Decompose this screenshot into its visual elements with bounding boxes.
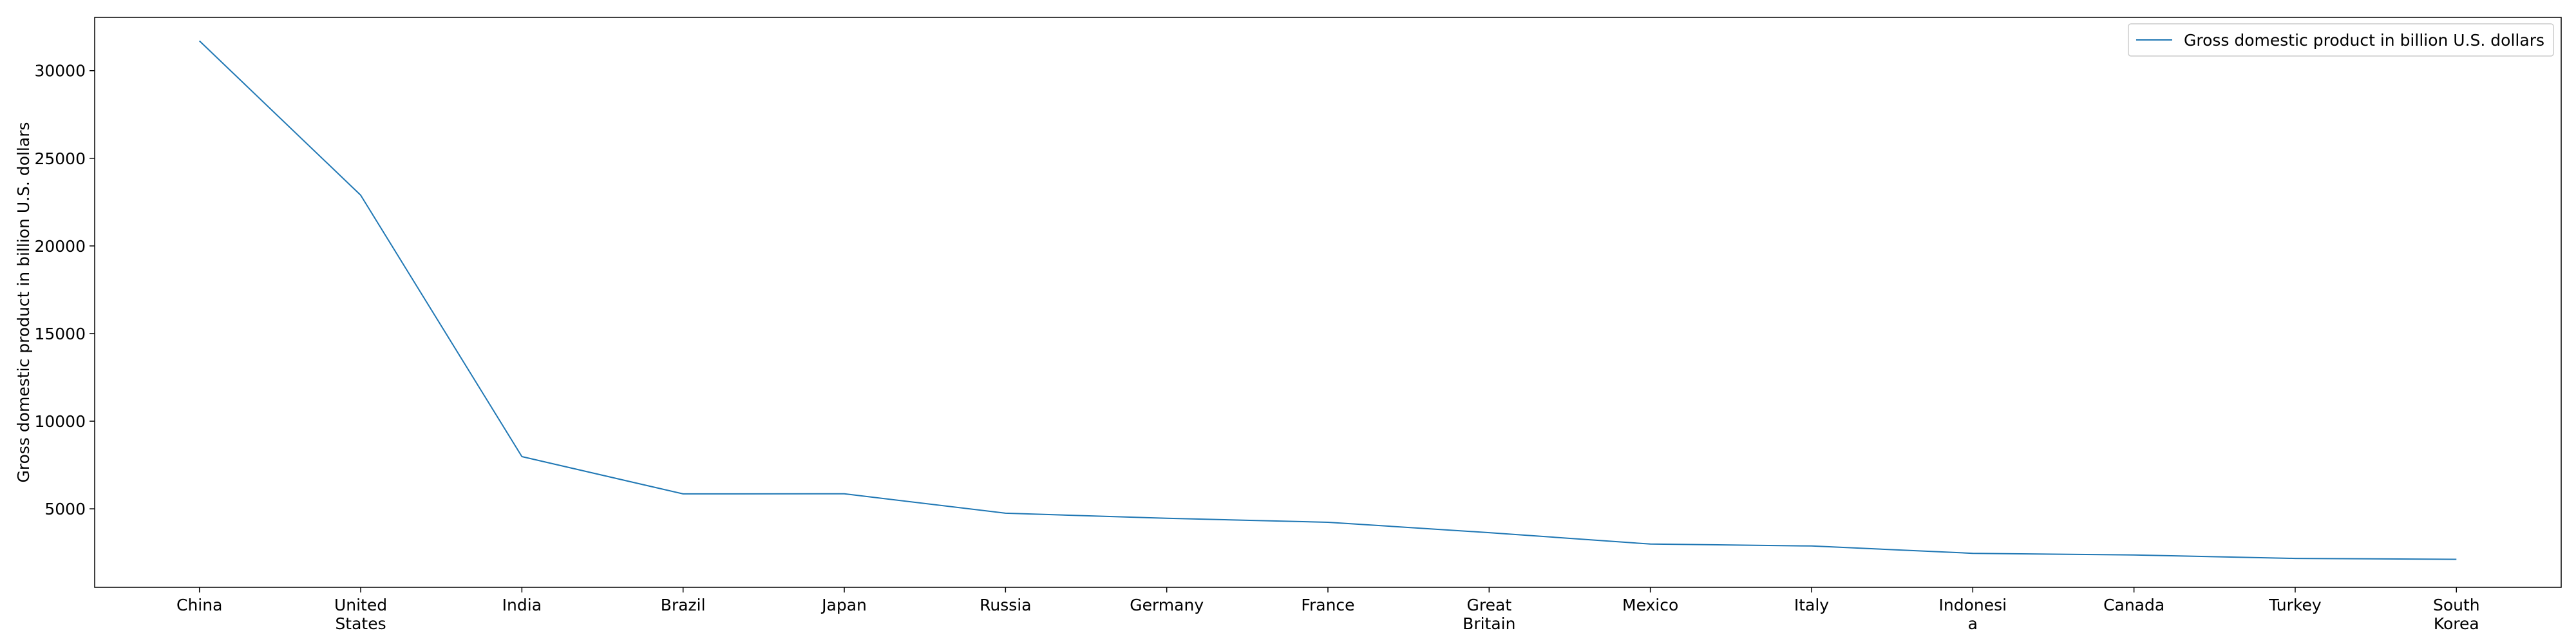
x-tick-label: Turkey <box>2268 596 2322 614</box>
legend: Gross domestic product in billion U.S. d… <box>2128 23 2554 57</box>
y-tick-label: 25000 <box>34 149 86 168</box>
legend-label: Gross domestic product in billion U.S. d… <box>2184 31 2544 50</box>
x-tick-label: Brazil <box>661 596 706 614</box>
legend-box <box>2128 23 2554 57</box>
x-tick-label: Germany <box>1130 596 1204 614</box>
x-tick-label: Great Britain <box>1463 596 1515 633</box>
x-tick-label: Italy <box>1794 596 1829 614</box>
series-layer <box>199 40 2457 560</box>
x-tick-label: Canada <box>2103 596 2164 614</box>
x-tick-label: Russia <box>980 596 1031 614</box>
series-line <box>199 40 2457 560</box>
ticks-layer: 5000 10000 15000 20000 25000 30000 China United… <box>34 62 2479 633</box>
y-tick-label: 10000 <box>34 412 86 431</box>
x-tick-label: India <box>502 596 542 614</box>
y-axis-title: Gross domestic product in billion U.S. d… <box>14 122 33 482</box>
y-tick-label: 30000 <box>34 62 86 80</box>
y-tick-label: 20000 <box>34 237 86 256</box>
plot-area-frame <box>94 17 2562 588</box>
x-tick-label: China <box>176 596 222 614</box>
y-tick-label: 5000 <box>44 500 86 518</box>
x-tick-label: Japan <box>820 596 867 614</box>
x-tick-label: South Korea <box>2433 596 2480 633</box>
y-tick-label: 15000 <box>34 325 86 343</box>
x-tick-label: Indonesi a <box>1939 596 2007 633</box>
x-tick-label: Mexico <box>1622 596 1678 614</box>
x-tick-label: United States <box>334 596 387 633</box>
x-tick-label: France <box>1301 596 1354 614</box>
